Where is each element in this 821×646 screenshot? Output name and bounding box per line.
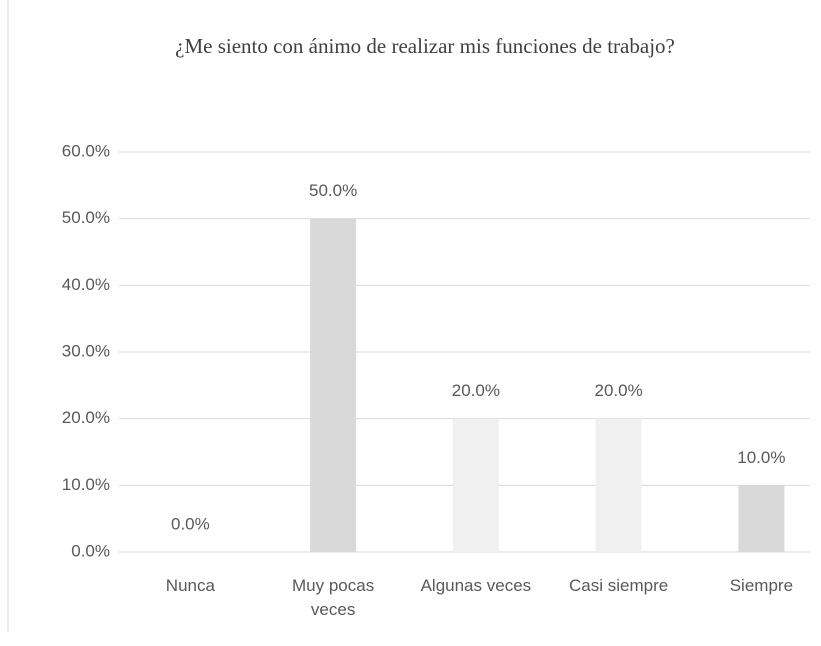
data-label: 20.0%	[595, 381, 643, 400]
y-tick-label: 0.0%	[71, 541, 110, 560]
y-tick-label: 30.0%	[62, 341, 110, 360]
bar	[310, 218, 357, 552]
x-tick-label: Nunca	[165, 576, 215, 595]
x-tick-label: Muy pocas veces	[292, 576, 375, 619]
chart-title: ¿Me siento con ánimo de realizar mis fun…	[175, 34, 675, 58]
y-tick-label: 40.0%	[62, 275, 110, 294]
x-tick-label: Casi siempre	[569, 576, 669, 595]
data-label: 20.0%	[452, 381, 500, 400]
bar	[738, 485, 785, 552]
data-label: 0.0%	[171, 514, 210, 533]
y-tick-label: 60.0%	[62, 141, 110, 160]
x-tick-label: Algunas veces	[420, 576, 532, 595]
y-tick-label: 50.0%	[62, 208, 110, 227]
y-tick-label: 20.0%	[62, 408, 110, 427]
bar	[452, 418, 499, 552]
x-tick-label: Siempre	[729, 576, 794, 595]
bar	[595, 418, 642, 552]
data-label: 10.0%	[737, 448, 785, 467]
y-tick-label: 10.0%	[62, 475, 110, 494]
data-label: 50.0%	[309, 181, 357, 200]
